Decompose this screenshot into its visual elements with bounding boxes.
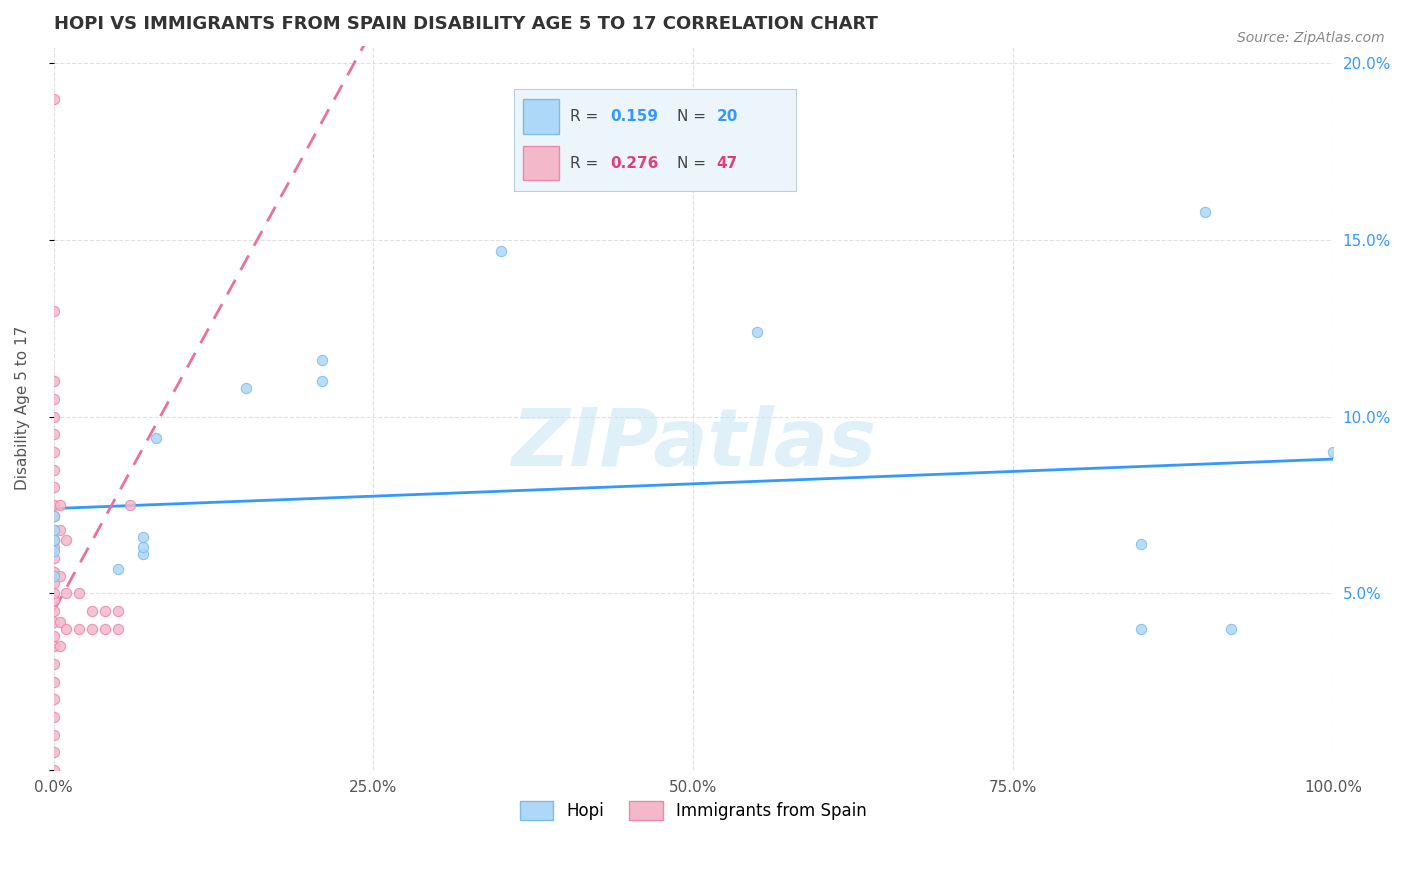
Point: [145, 431, 167, 445]
Point: [94, 604, 117, 618]
Legend: Hopi, Immigrants from Spain: Hopi, Immigrants from Spain: [513, 794, 873, 827]
Point: [42, 409, 65, 424]
Point: [42, 541, 65, 555]
Point: [42, 586, 65, 600]
Point: [42, 674, 65, 689]
Point: [42, 593, 65, 607]
Point: [311, 375, 333, 389]
Point: [42, 565, 65, 579]
Point: [1130, 537, 1153, 551]
Point: [49, 615, 72, 629]
Point: [42, 303, 65, 318]
Point: [49, 498, 72, 512]
Y-axis label: Disability Age 5 to 17: Disability Age 5 to 17: [15, 326, 30, 490]
Point: [42, 445, 65, 459]
Point: [42, 763, 65, 777]
Point: [42, 392, 65, 406]
Point: [42, 728, 65, 742]
Point: [49, 568, 72, 582]
Point: [42, 508, 65, 523]
Point: [132, 541, 155, 555]
Point: [42, 604, 65, 618]
Point: [42, 657, 65, 671]
Point: [94, 622, 117, 636]
Point: [42, 523, 65, 537]
Point: [42, 575, 65, 590]
Point: [42, 551, 65, 566]
Point: [1322, 445, 1344, 459]
Point: [1219, 622, 1241, 636]
Point: [42, 640, 65, 654]
Text: ZIPatlas: ZIPatlas: [510, 405, 876, 483]
Point: [49, 640, 72, 654]
Point: [132, 530, 155, 544]
Point: [1130, 622, 1153, 636]
Point: [80, 622, 103, 636]
Point: [42, 427, 65, 442]
Point: [42, 615, 65, 629]
Point: [132, 548, 155, 562]
Point: [42, 692, 65, 706]
Point: [42, 375, 65, 389]
Point: [107, 561, 129, 575]
Point: [42, 508, 65, 523]
Point: [42, 745, 65, 759]
Point: [747, 325, 769, 339]
Point: [120, 498, 142, 512]
Point: [42, 463, 65, 477]
Point: [235, 381, 257, 395]
Point: [42, 629, 65, 643]
Point: [42, 710, 65, 724]
Point: [49, 523, 72, 537]
Point: [42, 544, 65, 558]
Text: HOPI VS IMMIGRANTS FROM SPAIN DISABILITY AGE 5 TO 17 CORRELATION CHART: HOPI VS IMMIGRANTS FROM SPAIN DISABILITY…: [53, 15, 877, 33]
Point: [1194, 204, 1216, 219]
Point: [42, 533, 65, 548]
Point: [42, 568, 65, 582]
Point: [42, 92, 65, 106]
Point: [42, 498, 65, 512]
Point: [67, 586, 90, 600]
Point: [55, 533, 77, 548]
Point: [311, 353, 333, 368]
Point: [42, 533, 65, 548]
Point: [107, 604, 129, 618]
Point: [42, 480, 65, 494]
Point: [80, 604, 103, 618]
Point: [67, 622, 90, 636]
Text: Source: ZipAtlas.com: Source: ZipAtlas.com: [1237, 31, 1385, 45]
Point: [55, 586, 77, 600]
Point: [55, 622, 77, 636]
Point: [42, 523, 65, 537]
Point: [491, 244, 513, 258]
Point: [107, 622, 129, 636]
